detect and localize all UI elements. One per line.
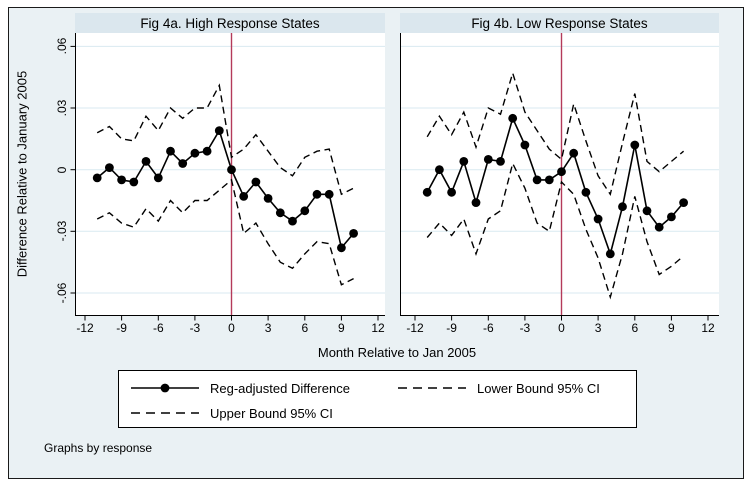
legend-box: Reg-adjusted Difference Lower Bound 95% …: [118, 370, 637, 428]
panel-title-low-response: Fig 4b. Low Response States: [400, 13, 719, 33]
x-tick-label: -6: [153, 321, 164, 335]
x-axis-title: Month Relative to Jan 2005: [317, 345, 477, 360]
panel-title-text: Fig 4a. High Response States: [140, 15, 320, 31]
upper-ci-line: [426, 70, 685, 197]
reg-adjusted-markers: [92, 126, 358, 253]
solid-line-dot-marker-icon: [131, 383, 199, 393]
x-tick-label: 3: [595, 321, 602, 335]
panel-title-text: Fig 4b. Low Response States: [471, 15, 648, 31]
y-tick-label: 0: [55, 166, 69, 173]
x-tick-label: -3: [520, 321, 531, 335]
legend-item-lower-bound: Lower Bound 95% CI: [398, 380, 600, 396]
legend-label: Upper Bound 95% CI: [210, 405, 333, 421]
x-tick-label: 9: [668, 321, 675, 335]
x-tick-label: 6: [301, 321, 308, 335]
y-tick-label: .06: [55, 38, 69, 55]
reg-adjusted-markers: [422, 113, 688, 259]
x-tick-label: -3: [190, 321, 201, 335]
x-tick-label: 0: [558, 321, 565, 335]
panel-title-high-response: Fig 4a. High Response States: [75, 13, 385, 33]
panel-low-response-chart: -12 -9 -6 -3 0 3 6 9 12: [400, 33, 719, 335]
y-tick-label: -.03: [55, 220, 69, 242]
x-tick-label: -12: [76, 321, 94, 335]
x-tick-label: -6: [483, 321, 494, 335]
dashed-line-marker-icon: [398, 387, 466, 389]
legend-label: Lower Bound 95% CI: [477, 380, 600, 396]
x-tick-label: 9: [338, 321, 345, 335]
y-axis-title: Difference Relative to January 2005: [14, 70, 30, 278]
legend-item-reg-adjusted: Reg-adjusted Difference: [131, 380, 350, 396]
x-tick-label: -9: [116, 321, 127, 335]
legend-label: Reg-adjusted Difference: [210, 380, 350, 396]
upper-ci-line: [96, 83, 354, 196]
x-tick-label: 3: [265, 321, 272, 335]
x-tick-label: -9: [446, 321, 457, 335]
dashed-line-marker-icon: [131, 412, 199, 414]
lower-ci-line: [96, 178, 354, 286]
x-tick-label: 12: [371, 321, 385, 335]
reg-adjusted-line: [426, 115, 685, 257]
reg-adjusted-line: [96, 128, 355, 250]
x-tick-label: -12: [406, 321, 424, 335]
lower-ci-line: [426, 161, 685, 300]
x-tick-label: 6: [631, 321, 638, 335]
legend-item-upper-bound: Upper Bound 95% CI: [131, 405, 333, 421]
x-tick-label: 12: [701, 321, 715, 335]
plot-area: [75, 33, 385, 316]
y-tick-label: -.06: [55, 282, 69, 304]
y-tick-label: .03: [55, 99, 69, 117]
panel-high-response-chart: -12 -9 -6 -3 0 3 6 9 12: [70, 33, 385, 335]
graphs-by-note: Graphs by response: [44, 441, 153, 455]
x-tick-label: 0: [228, 321, 235, 335]
